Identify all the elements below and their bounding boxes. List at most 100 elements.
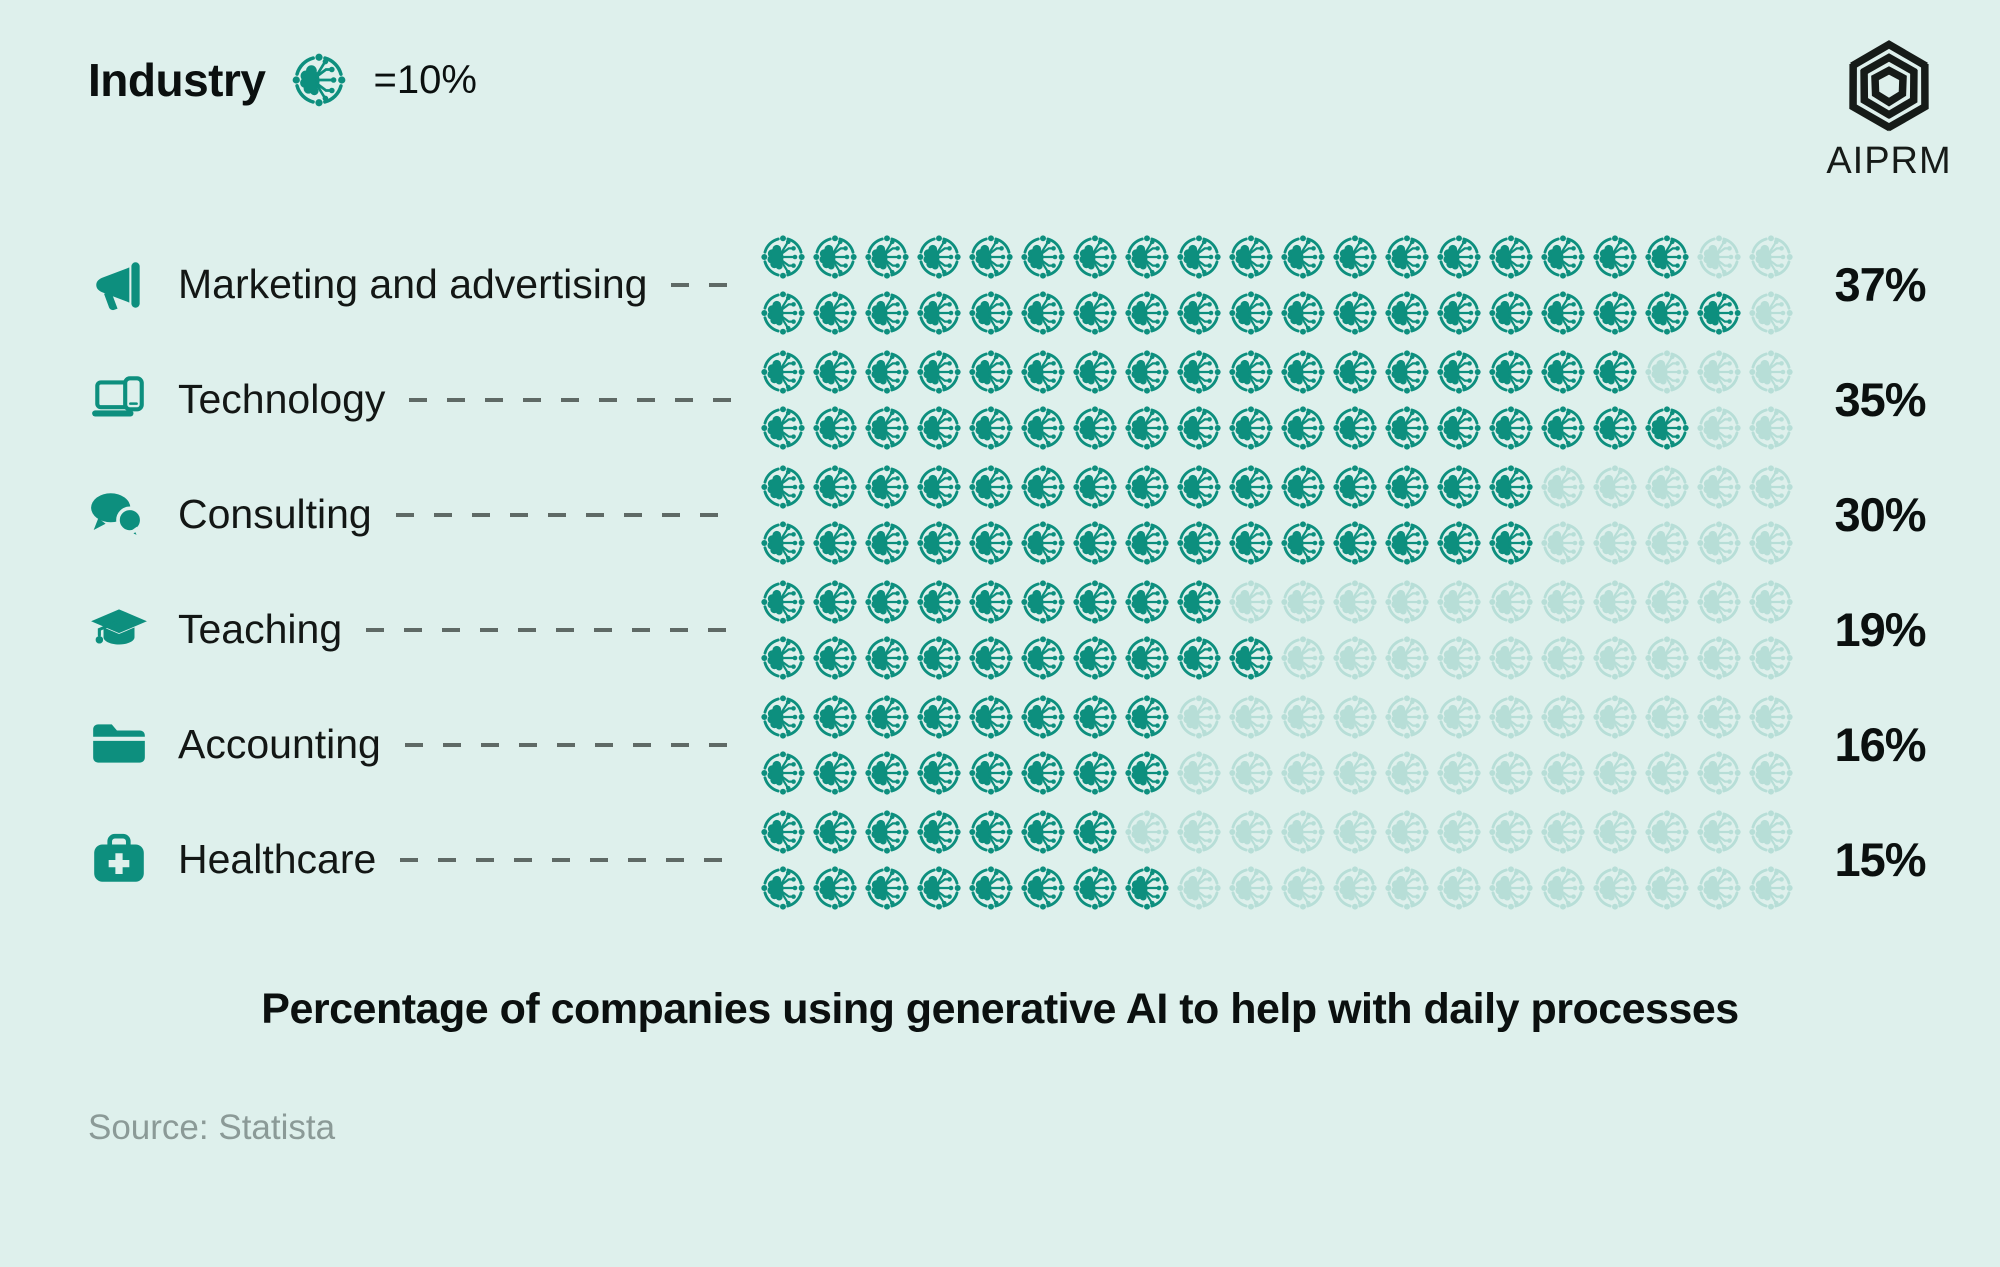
ai-brain-icon [1020, 290, 1066, 336]
leader-dashes [366, 627, 738, 632]
ai-brain-icon-faded [1384, 865, 1430, 911]
ai-brain-icon [1488, 290, 1534, 336]
ai-brain-icon [1436, 349, 1482, 395]
ai-brain-icon [1592, 349, 1638, 395]
ai-brain-icon [1124, 865, 1170, 911]
ai-brain-icon [1436, 464, 1482, 510]
ai-brain-icon [864, 694, 910, 740]
category-label: Marketing and advertising [178, 261, 648, 307]
brand: AIPRM [1804, 36, 1974, 183]
leader-dashes [409, 397, 738, 402]
ai-brain-icon [1280, 405, 1326, 451]
ai-brain-icon [916, 579, 962, 625]
ai-brain-icon [1436, 405, 1482, 451]
ai-brain-icon [968, 694, 1014, 740]
ai-brain-icon-faded [1436, 579, 1482, 625]
ai-brain-icon-faded [1436, 809, 1482, 855]
ai-brain-icon-faded [1332, 809, 1378, 855]
ai-brain-icon [1280, 520, 1326, 566]
ai-brain-icon [760, 750, 806, 796]
ai-brain-icon-faded [1540, 635, 1586, 681]
ai-brain-icon [916, 405, 962, 451]
ai-brain-icon [1176, 579, 1222, 625]
ai-brain-icon [1072, 405, 1118, 451]
ai-brain-icon [1176, 635, 1222, 681]
ai-brain-icon [1072, 750, 1118, 796]
ai-brain-icon [864, 464, 910, 510]
ai-brain-icon-faded [1332, 579, 1378, 625]
ai-brain-icon [916, 635, 962, 681]
ai-brain-icon-faded [1592, 809, 1638, 855]
ai-brain-icon-faded [1748, 290, 1794, 336]
ai-brain-icon-faded [1644, 865, 1690, 911]
category-row-healthcare: Healthcare 15% [0, 802, 2000, 917]
ai-brain-icon-faded [1696, 464, 1742, 510]
ai-brain-icon-faded [1228, 865, 1274, 911]
ai-brain-icon-faded [1488, 750, 1534, 796]
ai-brain-icon [1228, 349, 1274, 395]
ai-brain-icon [916, 520, 962, 566]
ai-brain-icon [1228, 405, 1274, 451]
pictogram-grid [760, 459, 1800, 571]
ai-brain-icon-faded [1176, 750, 1222, 796]
ai-brain-icon-faded [1696, 750, 1742, 796]
pictogram-chart: Marketing and advertising 37% Technology 35… [0, 227, 2000, 917]
ai-brain-icon-faded [1332, 694, 1378, 740]
ai-brain-icon-faded [1228, 579, 1274, 625]
ai-brain-icon-faded [1696, 865, 1742, 911]
pictogram-line [760, 860, 1800, 916]
leader-dashes [671, 282, 738, 287]
category-label: Technology [178, 376, 386, 422]
ai-brain-icon [1072, 579, 1118, 625]
pictogram-grid [760, 344, 1800, 456]
category-label: Teaching [178, 606, 343, 652]
ai-brain-icon-faded [1696, 234, 1742, 280]
pictogram-grid [760, 229, 1800, 341]
ai-brain-icon [812, 635, 858, 681]
ai-brain-icon [1124, 234, 1170, 280]
ai-brain-icon-faded [1384, 635, 1430, 681]
ai-brain-icon [968, 520, 1014, 566]
pictogram-line [760, 285, 1800, 341]
ai-brain-icon [1072, 520, 1118, 566]
ai-brain-icon [760, 635, 806, 681]
ai-brain-icon [864, 809, 910, 855]
ai-brain-icon-faded [1644, 579, 1690, 625]
pictogram-line [760, 574, 1800, 630]
ai-brain-icon [1020, 694, 1066, 740]
ai-brain-icon [760, 464, 806, 510]
ai-brain-icon-faded [1748, 405, 1794, 451]
category-row-accounting: Accounting 16% [0, 687, 2000, 802]
ai-brain-icon [864, 579, 910, 625]
ai-brain-icon [1644, 234, 1690, 280]
ai-brain-icon [864, 750, 910, 796]
ai-brain-icon [1124, 694, 1170, 740]
ai-brain-icon [1488, 464, 1534, 510]
ai-brain-icon [916, 464, 962, 510]
chart-title: Percentage of companies using generative… [261, 985, 1739, 1033]
ai-brain-icon-faded [1124, 809, 1170, 855]
ai-brain-icon [968, 750, 1014, 796]
ai-brain-icon-faded [1332, 750, 1378, 796]
ai-brain-icon [1228, 520, 1274, 566]
pictogram-line [760, 344, 1800, 400]
category-header-healthcare: Healthcare [88, 829, 760, 891]
ai-brain-icon [1644, 290, 1690, 336]
folder-icon [88, 714, 150, 776]
ai-brain-icon [1124, 349, 1170, 395]
ai-brain-icon [1124, 635, 1170, 681]
ai-brain-icon [760, 234, 806, 280]
ai-brain-icon-faded [1488, 579, 1534, 625]
ai-brain-icon-faded [1540, 809, 1586, 855]
ai-brain-icon [812, 290, 858, 336]
category-header-technology: Technology [88, 369, 760, 431]
ai-brain-icon-faded [1696, 349, 1742, 395]
ai-brain-icon [1384, 349, 1430, 395]
ai-brain-icon-faded [1228, 809, 1274, 855]
ai-brain-icon-faded [1540, 464, 1586, 510]
ai-brain-icon [1436, 290, 1482, 336]
ai-brain-icon [812, 349, 858, 395]
ai-brain-icon [1072, 809, 1118, 855]
value-label: 35% [1834, 373, 1926, 426]
ai-brain-icon-faded [1592, 520, 1638, 566]
